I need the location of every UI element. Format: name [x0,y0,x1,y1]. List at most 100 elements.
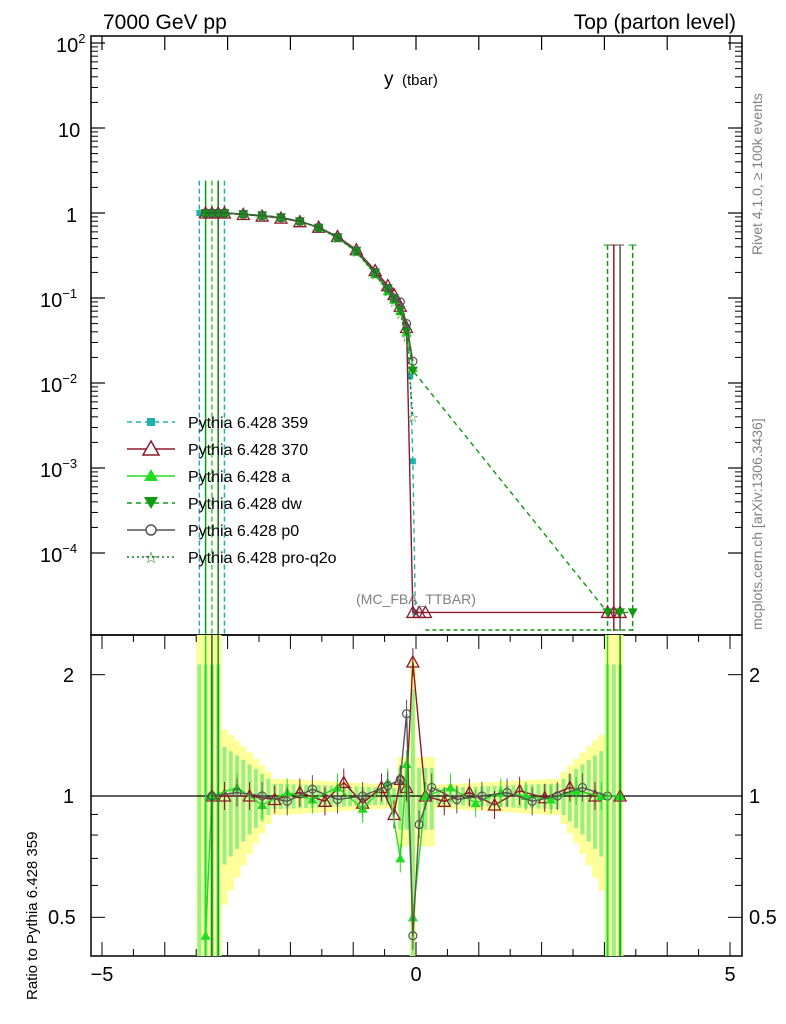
triangle-marker [418,605,433,619]
circle-marker [332,794,343,805]
triangle-marker [317,793,333,807]
circle-marker [577,782,588,793]
star-marker: ☆ [219,206,231,221]
legend-label-370: Pythia 6.428 370 [188,442,308,459]
legend-label-proq2o: Pythia 6.428 pro-q2o [188,550,337,567]
circle-marker [257,791,267,801]
ratio-ytick-2: 2 [63,665,74,687]
circle-marker [552,791,562,801]
legend-item-p0: Pythia 6.428 p0 [127,523,299,540]
triangle-marker [405,654,420,668]
triangle-marker [487,797,502,811]
ratio-ytick-0.5: 0.5 [48,907,76,929]
circle-marker [383,781,393,791]
circle-marker [358,791,368,801]
triangle-down-marker [627,608,638,618]
uncertainty-band-green [410,689,415,956]
circle-marker [395,297,405,307]
triangle-down-marker [615,608,626,618]
circle-marker [332,232,343,242]
legend-item-370: Pythia 6.428 370 [127,439,308,459]
uncertainty-band-green [197,664,202,956]
side-label-top: Rivet 4.1.0, ≥ 100k events [749,93,765,255]
triangle-marker-icon [141,439,161,456]
circle-marker [452,794,462,805]
legend: Pythia 6.428 359 Pythia 6.428 370 Pythia… [127,415,337,567]
circle-marker [219,208,230,218]
ratio-ytick-2-right: 2 [749,665,760,687]
square-marker [407,373,414,380]
header-right: Top (parton level) [574,11,736,34]
circle-marker [238,209,248,219]
legend-label-a: Pythia 6.428 a [188,469,290,486]
legend-item-359: Pythia 6.428 359 [127,415,308,432]
series-proq2o: ☆☆☆☆ ☆ ☆ ☆ ☆ ☆☆☆☆☆☆☆☆☆ [200,206,419,425]
triangle-marker [336,775,351,789]
star-marker: ☆ [237,208,249,223]
main-panel: ☆☆☆☆ ☆ ☆ ☆ ☆ ☆☆☆☆☆☆☆☆☆ y (tbar) (MC_FBA_TTBAR… [40,31,743,636]
star-marker: ☆ [388,295,400,310]
star-marker: ☆ [407,410,419,425]
ratio-marks [200,635,628,956]
plot-title: y [384,69,394,90]
star-marker: ☆ [394,307,406,322]
uncertainty-band-green [398,767,403,830]
series-line-proq2o [205,212,414,417]
circle-marker [282,796,292,806]
legend-label-p0: Pythia 6.428 p0 [188,523,299,540]
circle-marker [295,216,305,226]
triangle-down-marker-icon [144,497,158,509]
star-marker: ☆ [351,245,363,260]
uncertainty-band-green [417,767,422,830]
circle-marker [351,246,361,256]
triangle-marker [437,793,452,807]
xtick-label-0: 0 [410,964,421,986]
triangle-marker [401,759,412,769]
uncertainty-band-green [253,769,258,828]
star-marker-icon: ☆ [144,550,158,567]
square-marker-icon [147,418,155,426]
star-marker: ☆ [275,211,287,226]
ratio-ytick-1: 1 [63,786,74,808]
circle-marker [314,222,324,232]
circle-marker [414,819,424,830]
circle-marker [257,211,267,221]
star-marker: ☆ [382,284,394,299]
xtick-label-5: 5 [724,964,735,986]
main-y-axis: 102 10 1 10−1 10−2 10−3 10−4 [40,31,85,567]
plot-title-sub: (tbar) [402,72,438,89]
circle-marker [370,267,380,278]
triangle-marker [546,794,557,804]
uncertainty-band-green [611,664,616,956]
triangle-down-marker [407,366,418,376]
star-marker: ☆ [332,231,344,246]
star-marker: ☆ [206,206,218,221]
ratio-ytick-1-right: 1 [749,786,760,808]
uncertainty-band-green [228,751,233,857]
triangle-marker [445,782,456,792]
triangle-down-marker [602,608,613,618]
circle-marker [395,774,405,784]
x-axis: −5 0 5 [91,964,736,986]
ytick-label-10: 10 [58,120,80,142]
triangle-marker [217,788,232,802]
circle-marker [408,356,418,366]
triangle-marker [537,790,552,804]
star-marker: ☆ [294,214,306,229]
star-marker: ☆ [212,206,224,221]
uncertainty-band-green [561,778,566,816]
circle-marker [502,787,512,798]
circle-marker-icon [145,524,157,536]
ratio-y-label: Ratio to Pythia 6.428 359 [24,832,41,1000]
analysis-label: (MC_FBA_TTBAR) [356,591,476,607]
ytick-label-1: 1 [66,205,77,227]
main-marks: ☆☆☆☆ ☆ ☆ ☆ ☆ ☆☆☆☆☆☆☆☆☆ [196,180,638,635]
main-tick-marks [91,36,742,554]
legend-item-a: Pythia 6.428 a [127,469,290,486]
ratio-panel: 2 1 0.5 2 1 0.5 −5 0 5 Ratio to Pythia 6… [24,634,777,1000]
header-left: 7000 GeV pp [103,11,227,34]
side-label-bottom: mcplots.cern.ch [arXiv:1306.3436] [749,418,765,630]
square-marker [409,458,416,465]
star-marker: ☆ [401,330,413,345]
